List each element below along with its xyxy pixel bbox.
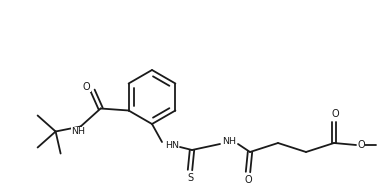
Text: O: O — [357, 140, 365, 150]
Text: O: O — [244, 175, 252, 185]
Text: NH: NH — [72, 127, 85, 136]
Text: HN: HN — [165, 141, 179, 150]
Text: O: O — [83, 81, 91, 92]
Text: S: S — [187, 173, 193, 183]
Text: NH: NH — [222, 137, 236, 146]
Text: O: O — [331, 109, 339, 119]
